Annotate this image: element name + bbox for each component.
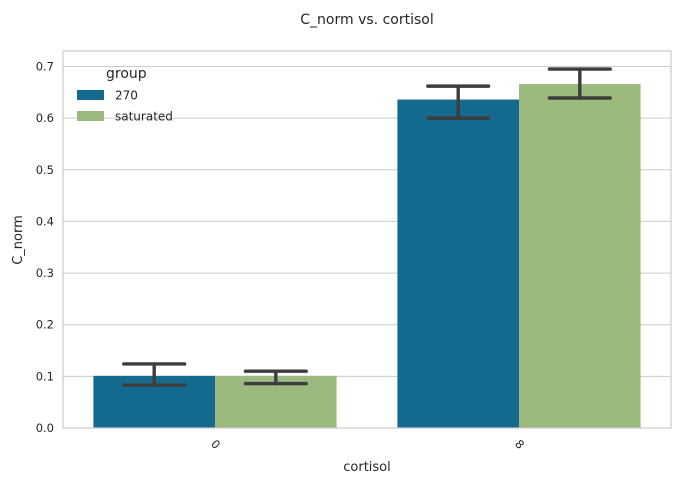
y-tick-labels: 0.0 0.1 0.2 0.3 0.4 0.5 0.6 0.7 [36, 59, 54, 435]
legend-swatch-270 [77, 90, 104, 100]
y-tick-label: 0.2 [36, 318, 54, 332]
bars [93, 84, 641, 429]
bar-270-8 [397, 99, 519, 429]
y-axis-label: C_norm [11, 215, 26, 265]
y-tick-label: 0.4 [36, 214, 54, 228]
error-bar-saturated-8 [547, 67, 612, 100]
error-bars [122, 67, 612, 387]
legend-label: saturated [115, 110, 173, 124]
x-axis-label: cortisol [343, 460, 391, 475]
y-tick-label: 0.0 [36, 421, 54, 435]
plot-frame [62, 50, 672, 429]
error-bar-saturated-0 [243, 369, 308, 386]
error-bar-270-8 [426, 84, 491, 120]
y-tick-label: 0.7 [36, 59, 54, 73]
x-tick-label: 8 [512, 437, 527, 452]
bar-saturated-8 [519, 84, 641, 428]
error-bar-270-0 [122, 362, 187, 387]
legend-items: 270 saturated [77, 89, 173, 124]
legend-label: 270 [115, 89, 138, 103]
legend: group 270 saturated [77, 66, 173, 124]
y-tick-label: 0.1 [36, 369, 54, 383]
y-tick-label: 0.5 [36, 163, 54, 177]
y-tick-label: 0.6 [36, 111, 54, 125]
y-tick-label: 0.3 [36, 266, 54, 280]
x-tick-label: 0 [208, 437, 223, 452]
legend-title: group [106, 66, 147, 82]
legend-swatch-saturated [77, 111, 104, 121]
chart-title: C_norm vs. cortisol [300, 12, 433, 28]
